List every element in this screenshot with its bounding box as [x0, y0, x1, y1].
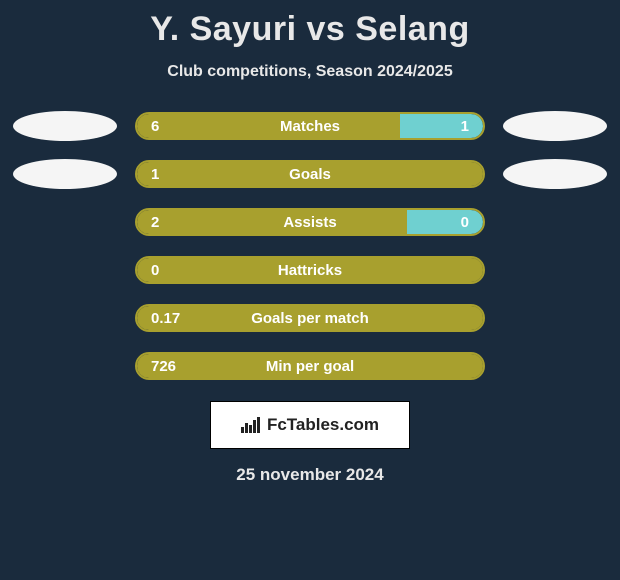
stat-label: Matches	[137, 118, 483, 135]
player2-ellipse	[503, 111, 607, 141]
footer-date: 25 november 2024	[0, 465, 620, 485]
stat-label: Assists	[137, 214, 483, 231]
page-title: Y. Sayuri vs Selang	[0, 0, 620, 49]
player1-ellipse	[13, 159, 117, 189]
player2-ellipse	[503, 159, 607, 189]
brand-box[interactable]: FcTables.com	[210, 401, 410, 449]
stat-bar: 726Min per goal	[135, 352, 485, 380]
stat-bar: 20Assists	[135, 208, 485, 236]
stat-row: 0.17Goals per match	[0, 303, 620, 333]
stat-bar: 0Hattricks	[135, 256, 485, 284]
stat-row: 1Goals	[0, 159, 620, 189]
stat-label: Min per goal	[137, 358, 483, 375]
stats-container: 61Matches 1Goals 20Assists 0Hattricks 0.17Go…	[0, 111, 620, 381]
subtitle: Club competitions, Season 2024/2025	[0, 63, 620, 81]
bar-chart-icon	[241, 417, 261, 433]
stat-label: Goals	[137, 166, 483, 183]
stat-row: 61Matches	[0, 111, 620, 141]
stat-row: 0Hattricks	[0, 255, 620, 285]
player1-ellipse	[13, 111, 117, 141]
stat-row: 20Assists	[0, 207, 620, 237]
brand-label: FcTables.com	[267, 415, 379, 435]
stat-row: 726Min per goal	[0, 351, 620, 381]
stat-label: Goals per match	[137, 310, 483, 327]
stat-label: Hattricks	[137, 262, 483, 279]
stat-bar: 1Goals	[135, 160, 485, 188]
stat-bar: 0.17Goals per match	[135, 304, 485, 332]
stat-bar: 61Matches	[135, 112, 485, 140]
